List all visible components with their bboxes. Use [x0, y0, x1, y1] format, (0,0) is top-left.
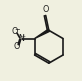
Text: +: + [20, 34, 25, 39]
Text: O: O [42, 5, 49, 14]
Text: O: O [12, 27, 18, 36]
Polygon shape [35, 29, 49, 39]
Text: N: N [18, 34, 24, 43]
Text: −: − [14, 27, 20, 33]
Text: O: O [13, 42, 20, 51]
